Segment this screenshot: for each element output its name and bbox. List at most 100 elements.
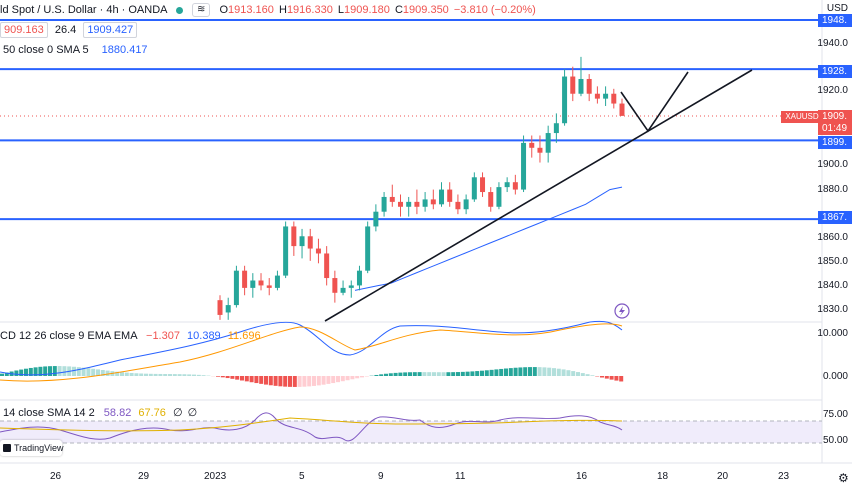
macd-bar [460,371,465,376]
macd-bar [408,372,412,376]
x-tick: 26 [50,471,62,482]
bid-button[interactable]: 909.163 [0,22,48,38]
candle [504,177,510,193]
tradingview-icon [3,444,11,452]
axis-tick: 1920.0 [817,85,848,96]
settings-gear-icon[interactable]: ⚙ [838,471,849,485]
level-tag-1948[interactable]: 1948. [818,14,852,27]
countdown-tag: 01:49 [818,122,852,135]
macd-bar [331,376,336,384]
macd-bar [134,373,139,376]
macd-bar [28,367,33,376]
macd-bar [475,371,480,376]
macd-bar [235,376,240,380]
macd-bar [316,376,321,386]
macd-legend[interactable]: CD 12 26 close 9 EMA EMA −1.307 10.389 1… [0,329,261,343]
macd-bar [216,376,220,377]
macd-bar [528,367,532,376]
macd-bar [38,366,43,376]
bid-ask: 909.163 26.4 1909.427 [0,22,141,38]
symbol-legend: ld Spot / U.S. Dollar · 4h · OANDA ≋ O19… [0,3,536,18]
level-tag-1899[interactable]: 1899. [818,136,852,149]
macd-bar [374,374,379,376]
macd-bar [52,366,57,376]
candle [488,187,494,212]
rsi-band [0,421,822,443]
candle [291,221,297,256]
candle [603,86,609,107]
symbol-name[interactable]: ld Spot / U.S. Dollar · 4h · OANDA [0,4,167,16]
macd-bar [427,372,432,376]
wave-icon[interactable]: ≋ [192,3,211,18]
candle [315,238,321,264]
macd-bar [72,366,76,376]
candle [553,113,559,143]
candle [562,69,568,126]
macd-bar [614,376,619,381]
close-value: 1909.350 [402,4,449,16]
macd-bar [451,372,456,376]
macd-bar [388,373,393,376]
macd-bar [340,376,345,382]
macd-bar [124,372,129,376]
macd-bar [0,373,4,376]
macd-bar [504,368,508,376]
candle [537,135,543,163]
macd-bar [556,368,561,376]
macd-bar [552,368,556,376]
macd-bar [192,374,196,376]
candle [586,74,592,102]
candle [397,194,403,217]
macd-value-3: 11.696 [227,330,261,342]
candle [414,189,420,215]
candle [332,270,338,303]
macd-bar [177,374,182,376]
candle [340,280,346,296]
sma-legend[interactable]: 50 close 0 SMA 5 1880.417 [3,43,148,57]
x-tick: 18 [657,471,669,482]
rsi-value-2: 67.76 [138,407,166,419]
candle [348,280,354,298]
axis-tick: 1850.0 [817,256,848,267]
macd-bar [62,366,67,376]
macd-bar [360,376,364,378]
rsi-tick: 75.00 [822,409,848,420]
macd-bar [115,371,120,376]
level-tag-1867[interactable]: 1867. [818,211,852,224]
candle [233,265,239,308]
macd-bar [600,376,604,378]
candle [307,228,313,261]
axis-tick: 1860.0 [817,232,848,243]
candle [545,125,551,163]
candle [283,221,289,279]
candle [447,182,453,207]
ask-button[interactable]: 1909.427 [83,22,138,38]
level-tag-1928[interactable]: 1928. [818,65,852,78]
candle [496,182,502,210]
rsi-value-3: ∅ [172,407,183,419]
macd-bar [297,376,302,387]
trendline [324,69,753,322]
macd-bar [196,374,201,376]
macd-bar [379,374,384,376]
macd-bar [412,372,417,376]
candle [619,98,625,116]
macd-value-2: 10.389 [187,330,221,342]
macd-bar [364,376,369,377]
macd-bar [163,374,168,376]
candle [455,194,461,215]
macd-bar [105,370,110,376]
macd-bar [384,373,388,376]
macd-bar [484,370,489,376]
rsi-legend[interactable]: 14 close SMA 14 2 58.82 67.76 ∅ ∅ [3,406,197,420]
candle [439,182,445,207]
axis-tick: 1840.0 [817,280,848,291]
axis-tick: 1880.0 [817,184,848,195]
macd-bar [244,376,249,382]
macd-bar [398,372,403,376]
tradingview-logo[interactable]: TradingView [0,440,64,456]
macd-bar [508,368,513,376]
macd-bar [523,367,528,376]
macd-bar [576,372,580,376]
